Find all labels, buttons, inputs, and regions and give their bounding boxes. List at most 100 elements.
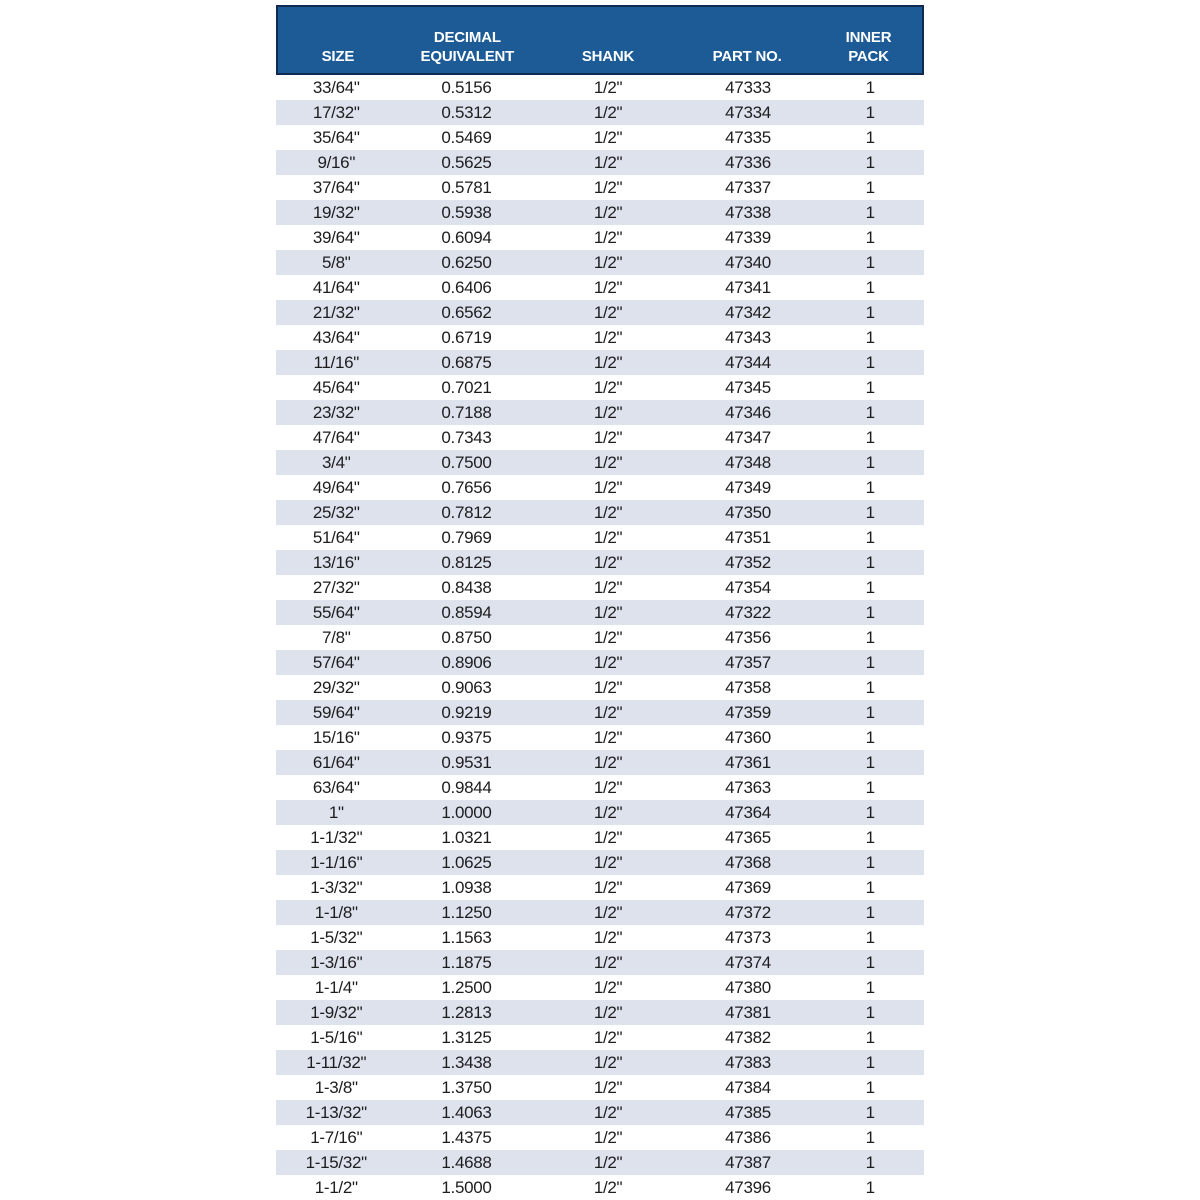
table-row: 25/32" 0.7812 1/2" 47350 1 <box>276 500 924 525</box>
cell-inner-pack: 1 <box>865 677 875 697</box>
cell-decimal-equivalent: 1.3438 <box>441 1052 492 1072</box>
cell-inner-pack: 1 <box>865 77 875 97</box>
cell-inner-pack: 1 <box>865 127 875 147</box>
cell-size: 35/64" <box>312 127 360 147</box>
cell-decimal-equivalent: 0.9531 <box>441 752 492 772</box>
table-row: 1-5/32" 1.1563 1/2" 47373 1 <box>276 925 924 950</box>
cell-decimal-equivalent: 0.9844 <box>441 777 492 797</box>
cell-part-no: 47373 <box>725 927 771 947</box>
cell-decimal-equivalent: 1.3750 <box>441 1077 492 1097</box>
cell-shank: 1/2" <box>593 427 623 447</box>
cell-inner-pack: 1 <box>865 1177 875 1197</box>
cell-shank: 1/2" <box>593 952 623 972</box>
cell-shank: 1/2" <box>593 927 623 947</box>
cell-shank: 1/2" <box>593 1052 623 1072</box>
cell-shank: 1/2" <box>593 977 623 997</box>
cell-inner-pack: 1 <box>865 602 875 622</box>
cell-shank: 1/2" <box>593 527 623 547</box>
cell-inner-pack: 1 <box>865 377 875 397</box>
cell-inner-pack: 1 <box>865 427 875 447</box>
cell-size: 7/8" <box>322 627 351 647</box>
cell-decimal-equivalent: 1.4688 <box>441 1152 492 1172</box>
cell-inner-pack: 1 <box>865 1002 875 1022</box>
cell-shank: 1/2" <box>593 1127 623 1147</box>
table-row: 39/64" 0.6094 1/2" 47339 1 <box>276 225 924 250</box>
cell-decimal-equivalent: 0.6250 <box>441 252 492 272</box>
cell-decimal-equivalent: 1.4375 <box>441 1127 492 1147</box>
cell-inner-pack: 1 <box>865 727 875 747</box>
cell-inner-pack: 1 <box>865 652 875 672</box>
cell-shank: 1/2" <box>593 502 623 522</box>
cell-size: 61/64" <box>312 752 360 772</box>
cell-size: 1-9/32" <box>310 1002 363 1022</box>
cell-part-no: 47361 <box>725 752 771 772</box>
cell-size: 33/64" <box>312 77 360 97</box>
cell-size: 1" <box>328 802 344 822</box>
cell-size: 1-5/32" <box>310 927 363 947</box>
table-row: 1-7/16" 1.4375 1/2" 47386 1 <box>276 1125 924 1150</box>
cell-inner-pack: 1 <box>865 852 875 872</box>
cell-shank: 1/2" <box>593 127 623 147</box>
table-row: 1-3/32" 1.0938 1/2" 47369 1 <box>276 875 924 900</box>
cell-decimal-equivalent: 0.5469 <box>441 127 492 147</box>
cell-shank: 1/2" <box>593 377 623 397</box>
cell-shank: 1/2" <box>593 752 623 772</box>
cell-inner-pack: 1 <box>865 1077 875 1097</box>
table-row: 55/64" 0.8594 1/2" 47322 1 <box>276 600 924 625</box>
table-row: 1-15/32" 1.4688 1/2" 47387 1 <box>276 1150 924 1175</box>
cell-size: 43/64" <box>312 327 360 347</box>
cell-part-no: 47336 <box>725 152 771 172</box>
cell-size: 55/64" <box>312 602 360 622</box>
cell-part-no: 47341 <box>725 277 771 297</box>
cell-part-no: 47347 <box>725 427 771 447</box>
cell-decimal-equivalent: 0.6406 <box>441 277 492 297</box>
table-row: 1-1/2" 1.5000 1/2" 47396 1 <box>276 1175 924 1200</box>
cell-decimal-equivalent: 0.5781 <box>441 177 492 197</box>
cell-part-no: 47340 <box>725 252 771 272</box>
cell-part-no: 47337 <box>725 177 771 197</box>
cell-inner-pack: 1 <box>865 327 875 347</box>
cell-size: 17/32" <box>312 102 360 122</box>
cell-part-no: 47322 <box>725 602 771 622</box>
table-row: 21/32" 0.6562 1/2" 47342 1 <box>276 300 924 325</box>
cell-decimal-equivalent: 1.4063 <box>441 1102 492 1122</box>
cell-part-no: 47372 <box>725 902 771 922</box>
table-row: 63/64" 0.9844 1/2" 47363 1 <box>276 775 924 800</box>
cell-size: 1-3/16" <box>310 952 363 972</box>
cell-part-no: 47369 <box>725 877 771 897</box>
table-row: 1-1/16" 1.0625 1/2" 47368 1 <box>276 850 924 875</box>
cell-part-no: 47343 <box>725 327 771 347</box>
cell-part-no: 47333 <box>725 77 771 97</box>
cell-size: 57/64" <box>312 652 360 672</box>
table-row: 59/64" 0.9219 1/2" 47359 1 <box>276 700 924 725</box>
cell-part-no: 47352 <box>725 552 771 572</box>
table-row: 1-1/4" 1.2500 1/2" 47380 1 <box>276 975 924 1000</box>
cell-inner-pack: 1 <box>865 802 875 822</box>
cell-shank: 1/2" <box>593 1077 623 1097</box>
table-row: 1-1/32" 1.0321 1/2" 47365 1 <box>276 825 924 850</box>
cell-size: 29/32" <box>312 677 360 697</box>
cell-inner-pack: 1 <box>865 402 875 422</box>
cell-inner-pack: 1 <box>865 252 875 272</box>
cell-inner-pack: 1 <box>865 477 875 497</box>
cell-decimal-equivalent: 1.1250 <box>441 902 492 922</box>
cell-decimal-equivalent: 0.8750 <box>441 627 492 647</box>
cell-size: 39/64" <box>312 227 360 247</box>
cell-size: 1-13/32" <box>305 1102 368 1122</box>
cell-shank: 1/2" <box>593 577 623 597</box>
cell-shank: 1/2" <box>593 827 623 847</box>
cell-part-no: 47381 <box>725 1002 771 1022</box>
cell-size: 25/32" <box>312 502 360 522</box>
cell-inner-pack: 1 <box>865 1102 875 1122</box>
table-row: 9/16" 0.5625 1/2" 47336 1 <box>276 150 924 175</box>
cell-inner-pack: 1 <box>865 527 875 547</box>
cell-part-no: 47335 <box>725 127 771 147</box>
cell-inner-pack: 1 <box>865 577 875 597</box>
table-row: 29/32" 0.9063 1/2" 47358 1 <box>276 675 924 700</box>
cell-decimal-equivalent: 0.7500 <box>441 452 492 472</box>
cell-part-no: 47350 <box>725 502 771 522</box>
cell-decimal-equivalent: 0.8594 <box>441 602 492 622</box>
cell-decimal-equivalent: 0.5625 <box>441 152 492 172</box>
cell-inner-pack: 1 <box>865 552 875 572</box>
table-row: 51/64" 0.7969 1/2" 47351 1 <box>276 525 924 550</box>
